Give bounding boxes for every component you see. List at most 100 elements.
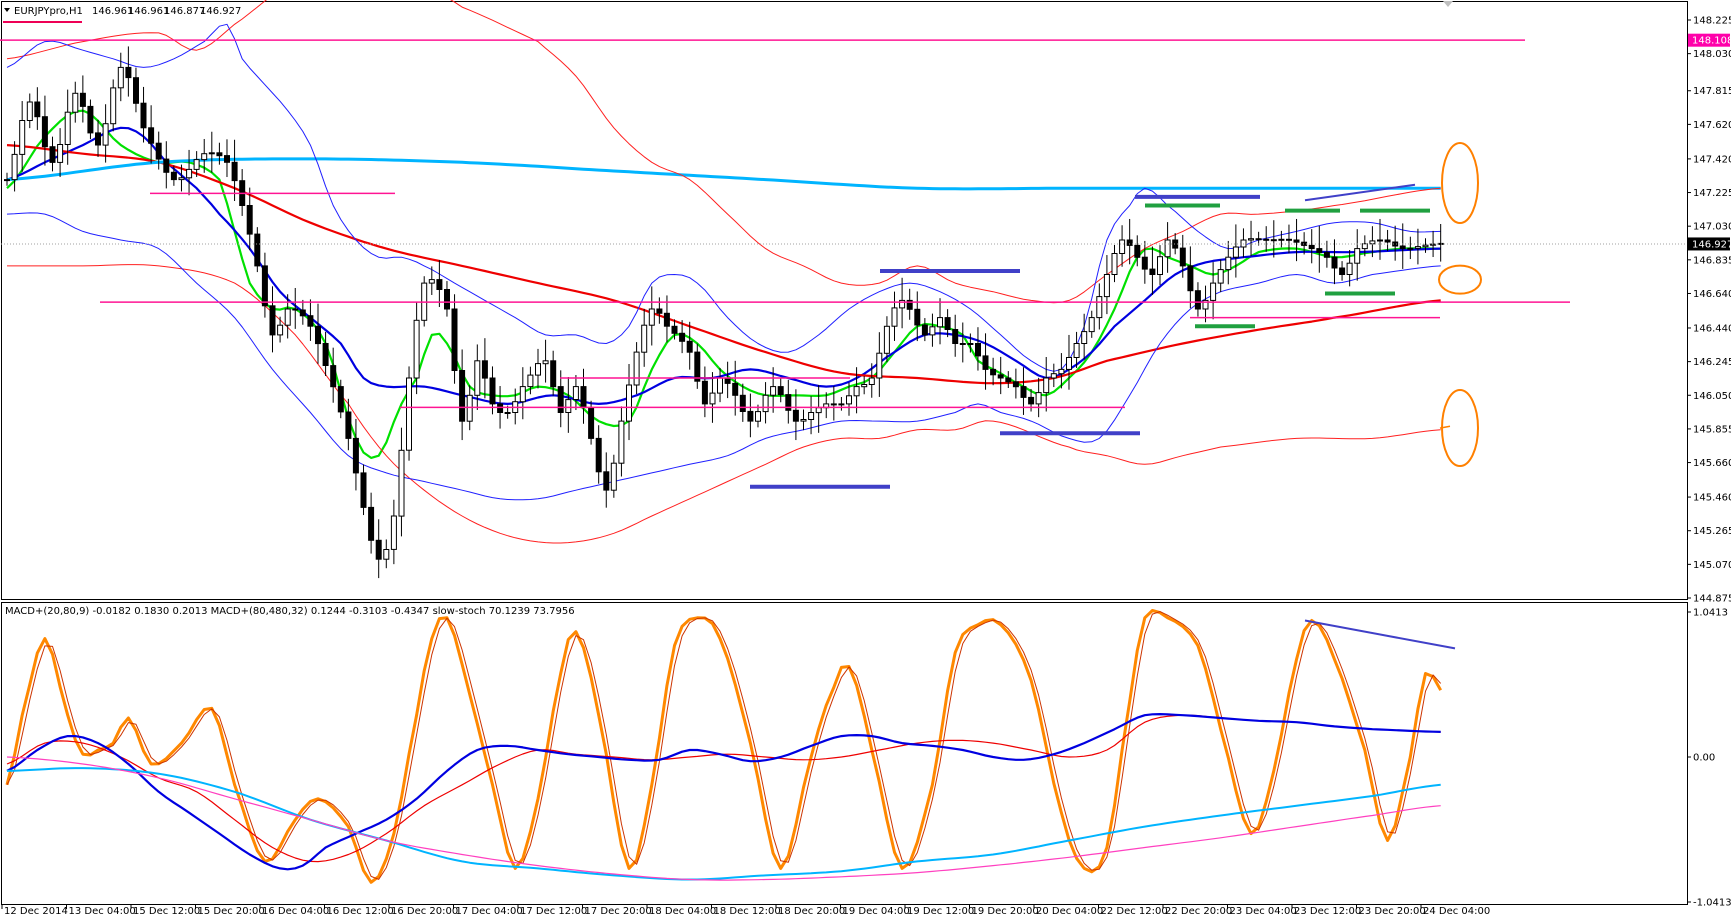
y-tick-label: 146.835 (1693, 255, 1731, 266)
candle-body (701, 380, 708, 405)
candle-body (292, 308, 299, 311)
candle-body (261, 265, 268, 307)
candle-body (299, 309, 306, 317)
candle-body (352, 437, 359, 474)
candle-body (830, 403, 837, 406)
candle-body (1339, 267, 1346, 275)
candle-body (724, 377, 731, 384)
candle-body (1050, 373, 1057, 379)
candle-body (26, 101, 33, 121)
candle-body (906, 299, 913, 310)
candle-body (1263, 238, 1270, 241)
candle-body (777, 386, 784, 396)
x-tick-label: 13 Dec 04:00 (69, 906, 136, 917)
candle-body (671, 325, 678, 334)
candle-body (87, 105, 94, 134)
candle-body (1278, 238, 1285, 241)
candle-body (474, 360, 481, 396)
candle-body (216, 152, 223, 157)
candle-body (436, 279, 443, 291)
main-panel-frame (1, 1, 1688, 600)
price-tag (1688, 33, 1730, 47)
candle-body (1270, 239, 1277, 242)
candle-body (997, 374, 1004, 379)
candle-body (800, 419, 807, 422)
candle-body (762, 394, 769, 413)
candle-body (231, 161, 238, 182)
candle-body (64, 111, 71, 145)
y-tick-label: 146.245 (1693, 357, 1731, 368)
price-tag-label: 146.927 (1692, 239, 1731, 250)
x-tick-label: 23 Dec 12:00 (1294, 906, 1361, 917)
candle-body (11, 153, 18, 181)
candle-body (1172, 239, 1179, 249)
candle-body (1248, 238, 1254, 241)
x-tick-label: 19 Dec 20:00 (972, 906, 1039, 917)
candle-body (982, 355, 989, 370)
candle-body (1194, 290, 1201, 310)
divergence-line-price (1304, 183, 1416, 202)
candle-body (1126, 239, 1133, 246)
candle-body (975, 343, 981, 357)
candle-body (959, 343, 966, 345)
price-tag (1688, 237, 1730, 251)
candle-body (277, 324, 284, 336)
y-tick-label: 147.225 (1693, 188, 1731, 199)
candle-body (307, 315, 314, 327)
candle-body (694, 351, 701, 382)
candle-body (1308, 244, 1315, 250)
candle-body (41, 116, 48, 148)
x-tick-label: 19 Dec 04:00 (843, 906, 910, 917)
candle-body (1157, 256, 1163, 276)
candle-body (1187, 265, 1194, 292)
collapse-triangle-icon[interactable] (4, 8, 10, 12)
candle-body (1301, 241, 1308, 246)
y-tick-label: 146.050 (1693, 391, 1731, 402)
candle-body (990, 368, 997, 376)
candle-body (178, 177, 185, 181)
candle-body (413, 319, 420, 379)
candle-body (79, 92, 86, 107)
candle-body (595, 437, 602, 473)
candle-body (428, 279, 435, 284)
candle-body (148, 127, 155, 144)
candle-body (921, 324, 928, 336)
osc-y-tick-label: 1.0413 (1693, 608, 1728, 619)
candle-body (686, 340, 693, 353)
oscillator-header: MACD+(20,80,9) -0.0182 0.1830 0.2013 MAC… (5, 606, 575, 617)
candle-body (861, 384, 868, 388)
candle-body (4, 179, 10, 182)
scroll-marker-icon[interactable] (1443, 1, 1453, 7)
x-tick-label: 22 Dec 12:00 (1101, 906, 1168, 917)
candle-body (838, 403, 845, 406)
candle-body (1149, 268, 1156, 276)
line-macd-slow-signal (6, 756, 1441, 881)
oscillator-lines (2, 609, 1686, 884)
candle-body (937, 317, 943, 328)
candle-body (770, 386, 777, 396)
candle-body (360, 472, 367, 508)
candle-body (459, 370, 466, 422)
x-tick-label: 16 Dec 20:00 (391, 906, 458, 917)
candle-body (565, 399, 572, 414)
y-tick-label: 145.660 (1693, 458, 1731, 469)
candle-body (1202, 299, 1209, 310)
y-tick-label: 147.620 (1693, 120, 1731, 131)
y-tick-label: 145.460 (1693, 493, 1731, 504)
x-tick-label: 15 Dec 20:00 (198, 906, 265, 917)
line-slow-stoch-signal (6, 611, 1442, 880)
line-macd-slow (6, 767, 1441, 881)
candle-body (603, 471, 610, 491)
candle-body (1354, 248, 1361, 264)
candle-body (466, 394, 473, 422)
candle-body (1035, 392, 1042, 405)
y-tick-label: 147.815 (1693, 86, 1731, 97)
candle-body (1346, 262, 1353, 276)
candle-body (1066, 357, 1072, 370)
candle-body (1232, 246, 1239, 258)
candle-body (1399, 245, 1406, 250)
open-value: 146.961 (92, 6, 133, 17)
candle-body (224, 155, 230, 163)
candle-body (34, 101, 41, 118)
